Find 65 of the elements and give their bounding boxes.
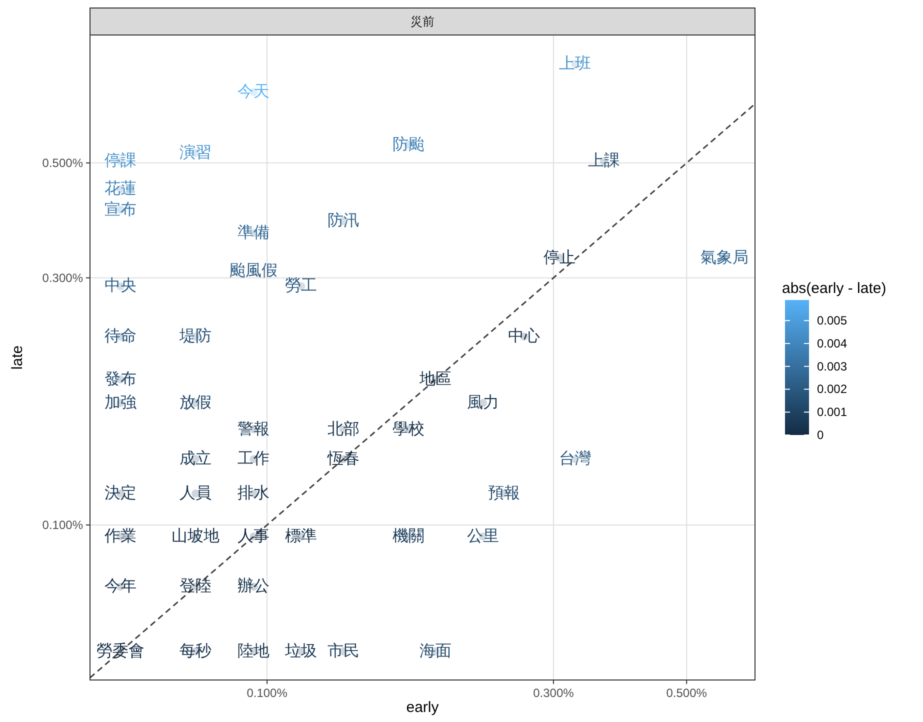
series: 市民 bbox=[327, 642, 360, 660]
series: 海面 bbox=[420, 642, 452, 660]
series: 今天 bbox=[238, 84, 270, 101]
color-bar-label: 0.004 bbox=[817, 336, 848, 350]
color-bar-label: 0 bbox=[817, 428, 824, 442]
color-bar-label: 0.005 bbox=[817, 314, 848, 328]
series: 機關 bbox=[392, 528, 424, 546]
series: 警報 bbox=[238, 420, 270, 438]
y-axis-title: late bbox=[9, 345, 26, 370]
chart-title: 災前 bbox=[410, 14, 434, 28]
series: 山坡地 bbox=[172, 528, 220, 546]
series: 堤防 bbox=[180, 328, 212, 346]
series: 成立 bbox=[180, 450, 212, 468]
series: 宣布 bbox=[104, 201, 137, 218]
series: 加強 bbox=[104, 394, 137, 412]
series: 辦公 bbox=[238, 578, 270, 596]
series: 放假 bbox=[180, 394, 212, 412]
series: 演習 bbox=[180, 144, 212, 162]
series: 人員 bbox=[180, 485, 212, 502]
color-bar-label: 0.002 bbox=[817, 382, 848, 396]
x-tick-label: 0.100% bbox=[246, 686, 288, 700]
color-bar-title: abs(early - late) bbox=[782, 280, 886, 297]
series: 學校 bbox=[392, 420, 424, 438]
x-axis-title: early bbox=[406, 699, 440, 716]
x-tick-label: 0.300% bbox=[533, 686, 574, 700]
series: 作業 bbox=[104, 528, 137, 546]
series: 北部 bbox=[327, 420, 360, 438]
series: 台灣 bbox=[559, 450, 592, 468]
series: 防颱 bbox=[392, 136, 424, 154]
series: 勞委會 bbox=[96, 642, 145, 660]
y-tick-label: 0.300% bbox=[42, 270, 84, 285]
series: 待命 bbox=[104, 328, 137, 346]
y-tick-label: 0.500% bbox=[42, 156, 84, 170]
series: 排水 bbox=[238, 485, 270, 502]
x-tick-label: 0.500% bbox=[666, 686, 708, 700]
series: 上班 bbox=[559, 56, 592, 73]
series: 花蓮 bbox=[104, 180, 137, 198]
series: 垃圾 bbox=[285, 642, 318, 660]
series: 發布 bbox=[104, 370, 137, 388]
series: 中心 bbox=[508, 328, 540, 346]
series: 每秒 bbox=[180, 642, 212, 660]
series: 風力 bbox=[467, 394, 500, 412]
series: 準備 bbox=[238, 224, 270, 242]
series: 中央 bbox=[104, 278, 137, 295]
series: 決定 bbox=[104, 485, 137, 502]
series: 恆春 bbox=[327, 450, 360, 468]
series: 陸地 bbox=[238, 642, 270, 660]
series: 地區 bbox=[420, 370, 452, 388]
series: 防汛 bbox=[327, 212, 360, 230]
series: 停止 bbox=[543, 249, 576, 266]
series: 預報 bbox=[488, 485, 520, 502]
series: 停課 bbox=[104, 152, 137, 170]
series: 勞工 bbox=[285, 278, 318, 295]
series: 氣象局 bbox=[700, 249, 748, 266]
series: 標準 bbox=[285, 528, 318, 546]
color-bar-label: 0.003 bbox=[817, 359, 848, 374]
series: 公里 bbox=[467, 528, 500, 546]
series: 颱風假 bbox=[230, 262, 278, 280]
series: 今年 bbox=[104, 578, 137, 596]
series: 人事 bbox=[238, 528, 270, 546]
y-tick-label: 0.100% bbox=[42, 518, 84, 532]
series: 上課 bbox=[588, 152, 620, 170]
color-bar-label: 0.001 bbox=[817, 405, 848, 420]
series: 工作 bbox=[238, 450, 270, 468]
series: 登陸 bbox=[180, 578, 212, 596]
